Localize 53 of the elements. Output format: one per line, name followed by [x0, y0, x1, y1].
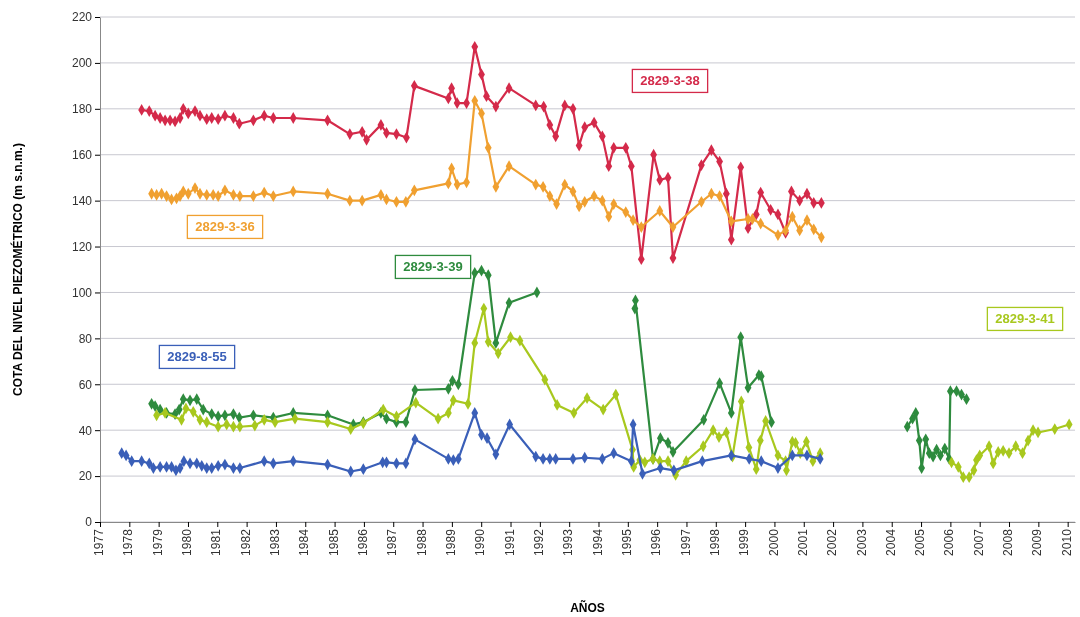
- x-tick-label: 1996: [649, 528, 664, 556]
- x-tick-label: 1997: [678, 528, 693, 556]
- series-label: 2829-3-36: [195, 219, 255, 235]
- x-tick-label: 1990: [473, 528, 488, 556]
- x-tick-label: 2001: [795, 528, 810, 556]
- x-tick-label: 1989: [443, 528, 458, 556]
- x-axis-title: AÑOS: [570, 600, 605, 615]
- x-tick-label: 1987: [385, 528, 400, 556]
- series-label: 2829-3-39: [403, 259, 463, 275]
- x-tick-label: 1993: [561, 528, 576, 556]
- text: 2829-8-55: [167, 349, 227, 365]
- x-tick-label: 1985: [326, 528, 341, 556]
- x-tick-label: 2009: [1030, 528, 1045, 556]
- text: 2829-3-38: [640, 73, 700, 89]
- x-tick-label: 1977: [92, 528, 107, 556]
- x-tick-label: 1999: [737, 528, 752, 556]
- y-tick-label: 200: [71, 56, 93, 71]
- x-tick-label: 1979: [150, 528, 165, 556]
- y-tick-label: 60: [78, 377, 93, 392]
- y-tick-label: 80: [78, 331, 93, 346]
- x-tick-label: 2003: [854, 528, 869, 556]
- x-tick-label: 1983: [268, 528, 283, 556]
- y-tick-label: 100: [71, 285, 93, 300]
- x-tick-label: 1984: [297, 528, 312, 556]
- x-tick-label: 1978: [121, 528, 136, 556]
- x-tick-label: 1991: [502, 528, 517, 556]
- x-tick-label: 1982: [238, 528, 253, 556]
- y-tick-label: 0: [85, 515, 93, 530]
- x-tick-label: 1986: [356, 528, 371, 556]
- x-tick-label: 1981: [209, 528, 224, 556]
- x-tick-label: 2007: [971, 528, 986, 556]
- x-tick-label: 2006: [942, 528, 957, 556]
- y-axis-title: COTA DEL NIVEL PIEZOMÉTRICO (m s.n.m.): [10, 143, 25, 396]
- x-tick-label: 2004: [883, 528, 898, 556]
- x-tick-label: 2008: [1001, 528, 1016, 556]
- x-tick-label: 1980: [180, 528, 195, 556]
- x-tick-label: 1998: [707, 528, 722, 556]
- y-tick-label: 140: [71, 193, 93, 208]
- x-tick-label: 2000: [766, 528, 781, 556]
- y-tick-label: 120: [71, 239, 93, 254]
- x-tick-label: 1995: [619, 528, 634, 556]
- y-tick-label: 160: [71, 148, 93, 163]
- y-tick-label: 220: [71, 10, 93, 25]
- x-tick-label: 1992: [531, 528, 546, 556]
- x-tick-label: 2002: [825, 528, 840, 556]
- text: 2829-3-41: [995, 311, 1055, 327]
- x-tick-label: 2010: [1059, 528, 1074, 556]
- y-tick-label: 40: [78, 423, 93, 438]
- y-tick-label: 20: [78, 469, 93, 484]
- x-tick-label: 1994: [590, 528, 605, 556]
- x-tick-label: 2005: [913, 528, 928, 556]
- y-tick-label: 180: [71, 102, 93, 117]
- x-tick-label: 1988: [414, 528, 429, 556]
